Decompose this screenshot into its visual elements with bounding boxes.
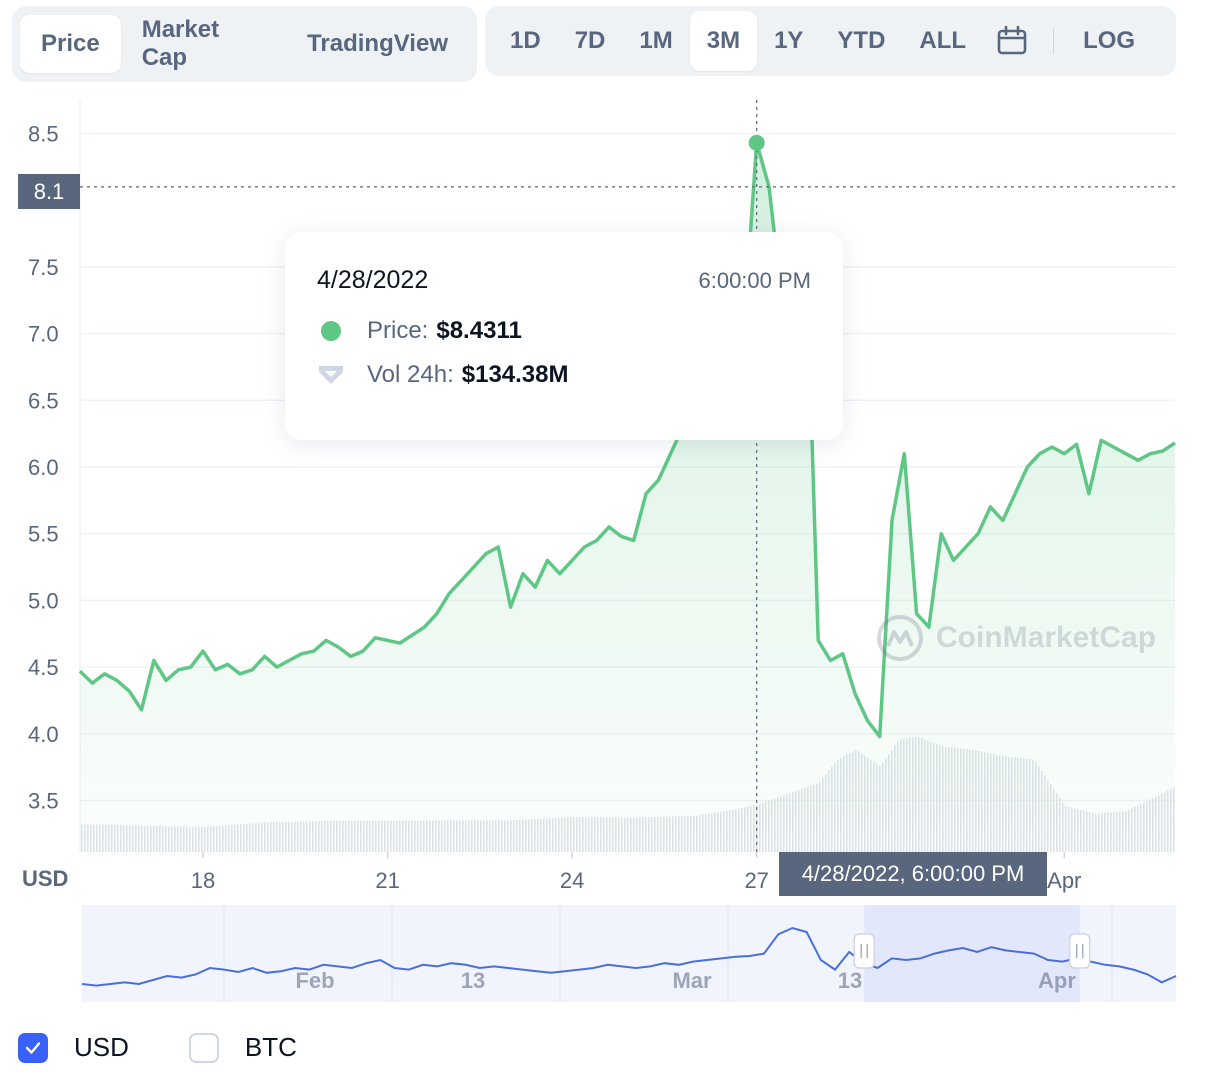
navigator-background (82, 905, 1176, 1002)
y-tick-label: 6.0 (28, 455, 59, 480)
x-tick-label: 18 (191, 868, 215, 893)
x-tick-label: Apr (1047, 868, 1081, 893)
tab-market-cap[interactable]: Market Cap (141, 16, 220, 71)
tab-price[interactable]: Price (20, 15, 121, 73)
price-dot-icon (321, 321, 341, 341)
log-toggle[interactable]: LOG (1083, 27, 1136, 54)
x-tick-label: 27 (744, 868, 768, 893)
y-tick-label: 4.5 (28, 655, 59, 680)
legend-btc[interactable]: BTC (188, 1032, 297, 1063)
navigator-selection[interactable] (864, 905, 1080, 1002)
currency-legend: USD BTC (18, 1032, 357, 1063)
tab-tradingview[interactable]: TradingView (307, 30, 448, 57)
y-tick-label: 8.5 (28, 122, 59, 147)
navigator-line (81, 926, 1177, 987)
navigator-label: Feb (295, 968, 334, 993)
navigator-label: Mar (672, 968, 712, 993)
legend-usd[interactable]: USD (18, 1032, 129, 1063)
navigator-label: 13 (838, 968, 862, 993)
y-tick-label: 5.0 (28, 588, 59, 613)
navigator-handle[interactable] (1068, 933, 1091, 969)
navigator-labels: Feb 13 Mar 13 Apr (295, 968, 1076, 993)
y-tick-label: 6.5 (28, 388, 59, 413)
navigator-label: Apr (1038, 968, 1076, 993)
y-tick-label: 3.5 (28, 789, 59, 814)
tooltip-price-value: $8.4311 (436, 317, 522, 344)
tooltip-time: 6:00:00 PM (698, 267, 811, 293)
navigator-label: 13 (461, 968, 485, 993)
range-tab-bar: 1D 7D 1M 3M 1Y YTD ALL LOG (485, 6, 1176, 76)
y-axis-labels: 3.5 4.0 4.5 5.0 5.5 6.0 6.5 7.0 7.5 8.5 (28, 122, 59, 814)
crosshair-x-badge: 4/28/2022, 6:00:00 PM (779, 852, 1047, 896)
coinmarketcap-logo-icon (877, 615, 923, 661)
calendar-icon[interactable] (983, 11, 1041, 71)
hover-point (748, 134, 765, 151)
legend-btc-label: BTC (244, 1032, 297, 1062)
price-area (80, 142, 1175, 853)
legend-usd-label: USD (74, 1032, 129, 1062)
axis-unit-label: USD (22, 866, 69, 891)
btc-checkbox[interactable] (188, 1032, 219, 1063)
range-divider (1053, 28, 1055, 54)
price-line (78, 141, 1176, 739)
y-tick-label: 7.0 (28, 322, 59, 347)
x-tick-label: 21 (375, 868, 399, 893)
range-3m[interactable]: 3M (689, 11, 758, 71)
crosshair-y-badge: 8.1 (18, 174, 80, 209)
navigator-handles (853, 933, 1091, 969)
usd-checkbox[interactable] (18, 1032, 48, 1063)
watermark: CoinMarketCap (876, 614, 1156, 662)
range-1m[interactable]: 1M (639, 27, 673, 54)
tooltip-vol-key: Vol 24h: (367, 361, 454, 388)
watermark-text: CoinMarketCap (936, 621, 1157, 654)
range-7d[interactable]: 7D (574, 27, 606, 54)
tooltip-vol-value: $134.38M (461, 361, 569, 388)
volume-shield-icon (317, 362, 345, 388)
metric-tab-bar: Price Market Cap TradingView (12, 6, 477, 82)
range-1y[interactable]: 1Y (774, 27, 804, 54)
hover-tooltip: 4/28/2022 6:00:00 PM Price: $8.4311 Vol … (285, 232, 843, 440)
check-icon (25, 1041, 41, 1054)
tooltip-date: 4/28/2022 (317, 266, 429, 294)
navigator-grid (82, 905, 1176, 1002)
y-tick-label: 7.5 (28, 255, 59, 280)
range-ytd[interactable]: YTD (837, 27, 886, 54)
x-tick-label: 24 (560, 868, 584, 893)
x-axis-labels: 18 21 24 27 Apr (191, 868, 1082, 893)
y-tick-label: 5.5 (28, 522, 59, 547)
tooltip-price-key: Price: (367, 317, 429, 344)
range-all[interactable]: ALL (919, 27, 967, 54)
y-tick-label: 4.0 (28, 722, 59, 747)
range-1d[interactable]: 1D (510, 27, 541, 54)
navigator-handle[interactable] (853, 933, 875, 969)
